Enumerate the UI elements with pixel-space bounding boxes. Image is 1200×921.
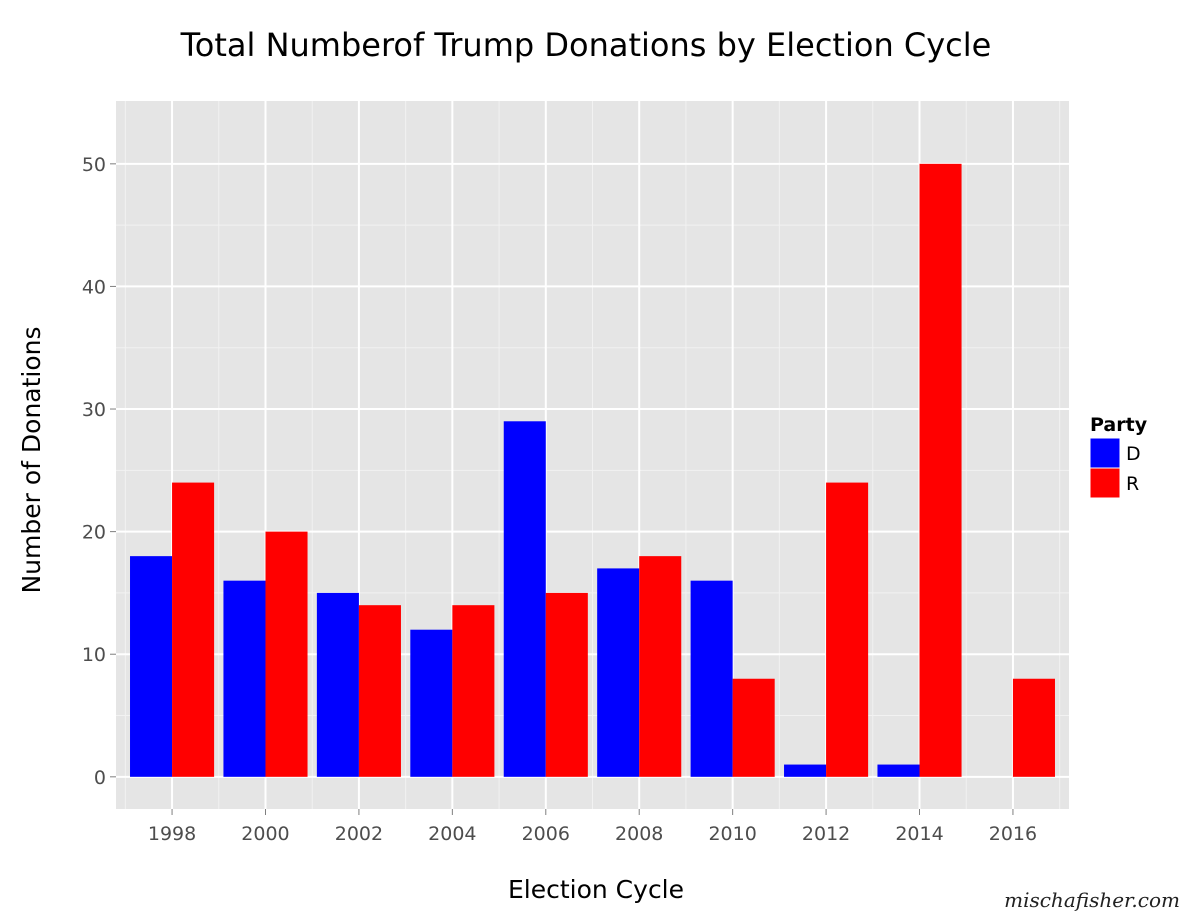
x-tick-label: 2016 xyxy=(989,823,1037,845)
bar-d-2004 xyxy=(410,629,453,777)
y-tick-label: 50 xyxy=(82,154,106,176)
bar-r-1998 xyxy=(172,482,215,777)
y-axis-ticks: 0 10 20 30 40 50 xyxy=(82,154,116,789)
bar-group xyxy=(130,163,1055,777)
x-tick-label: 1998 xyxy=(148,823,196,845)
x-tick-label: 2006 xyxy=(522,823,570,845)
bar-r-2016 xyxy=(1012,678,1055,777)
x-tick-label: 2008 xyxy=(615,823,663,845)
legend-key-r xyxy=(1089,467,1121,499)
y-tick-label: 0 xyxy=(94,767,106,789)
legend-key-d xyxy=(1089,437,1121,469)
x-tick-label: 2004 xyxy=(428,823,476,845)
x-tick-label: 2012 xyxy=(802,823,850,845)
bar-r-2006 xyxy=(545,592,588,777)
watermark: mischafisher.com xyxy=(1004,888,1180,912)
bar-d-2002 xyxy=(316,592,359,777)
x-tick-label: 2002 xyxy=(335,823,383,845)
bar-d-2010 xyxy=(690,580,733,777)
y-tick-label: 20 xyxy=(82,522,106,544)
bar-r-2002 xyxy=(358,605,401,777)
x-axis-title: Election Cycle xyxy=(508,875,684,904)
bar-d-2008 xyxy=(597,568,640,777)
legend: Party DR xyxy=(1089,414,1148,499)
x-axis-ticks: 1998 2000 2002 2004 2006 2008 2010 2012 2014 2016 xyxy=(148,809,1037,845)
bar-r-2012 xyxy=(826,482,869,777)
y-tick-label: 30 xyxy=(82,399,106,421)
x-tick-label: 2000 xyxy=(241,823,289,845)
y-axis-title: Number of Donations xyxy=(17,326,46,593)
minor-gridlines xyxy=(116,101,1069,809)
bar-r-2004 xyxy=(452,605,495,777)
legend-title: Party xyxy=(1090,414,1148,436)
bar-d-2012 xyxy=(784,764,827,777)
bar-r-2010 xyxy=(732,678,775,777)
bar-r-2014 xyxy=(919,163,962,777)
bar-d-2006 xyxy=(503,421,546,777)
bar-r-2000 xyxy=(265,531,308,777)
y-tick-label: 10 xyxy=(82,644,106,666)
legend-items: DR xyxy=(1089,437,1141,499)
chart-title: Total Numberof Trump Donations by Electi… xyxy=(180,26,992,64)
bar-d-2014 xyxy=(877,764,920,777)
x-tick-label: 2010 xyxy=(708,823,756,845)
bar-r-2008 xyxy=(639,556,682,777)
legend-label-d: D xyxy=(1126,443,1141,465)
bar-d-1998 xyxy=(130,556,173,777)
y-tick-label: 40 xyxy=(82,276,106,298)
bar-d-2000 xyxy=(223,580,266,777)
x-tick-label: 2014 xyxy=(895,823,943,845)
legend-label-r: R xyxy=(1126,473,1139,495)
